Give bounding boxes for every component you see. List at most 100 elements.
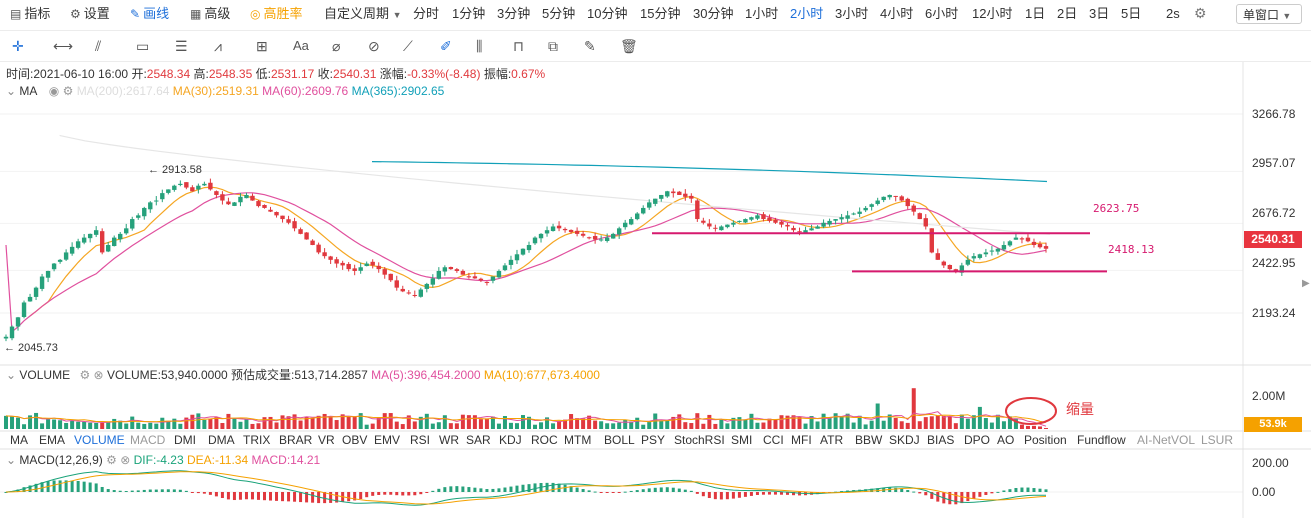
brush-icon[interactable]: ⌀	[332, 38, 341, 54]
rectangle-icon[interactable]: ▭	[136, 38, 150, 54]
volume-bar	[809, 416, 814, 429]
wave-icon[interactable]: ⩘	[214, 38, 222, 54]
winrate-menu[interactable]: ◎ 高胜率	[250, 6, 303, 22]
indicator-tab-boll[interactable]: BOLL	[604, 433, 635, 447]
period-15[interactable]: 3日	[1089, 6, 1110, 21]
macd-bar	[112, 490, 116, 492]
period-3[interactable]: 5分钟	[542, 6, 576, 21]
period-2[interactable]: 3分钟	[497, 6, 531, 21]
period-11[interactable]: 6小时	[925, 6, 959, 21]
indicator-tab-ao[interactable]: AO	[997, 433, 1015, 447]
indicator-tab-fundflow[interactable]: Fundflow	[1077, 433, 1126, 447]
indicator-tab-skdj[interactable]: SKDJ	[889, 433, 920, 447]
period-9[interactable]: 3小时	[835, 6, 869, 21]
period-1[interactable]: 1分钟	[452, 6, 486, 21]
collapse-icon[interactable]: ⌄	[6, 453, 17, 467]
settings-label: 设置	[83, 6, 110, 21]
indicator-tab-bias[interactable]: BIAS	[927, 433, 955, 447]
collapse-icon[interactable]: ⌄	[6, 368, 17, 382]
eye-icon[interactable]: ◉	[48, 84, 60, 98]
lock-icon[interactable]: ⊓	[513, 38, 524, 54]
macd-bar	[455, 486, 459, 492]
indicator-tab-volume[interactable]: VOLUME	[74, 433, 125, 447]
indicator-tab-ma[interactable]: MA	[10, 433, 28, 447]
edit-icon[interactable]: ✎	[584, 38, 596, 54]
period-0[interactable]: 分时	[413, 6, 440, 21]
indicator-menu[interactable]: ▤ 指标	[10, 6, 50, 22]
volume-bar	[713, 423, 718, 429]
period-14[interactable]: 2日	[1057, 6, 1078, 21]
measure-icon[interactable]: ⊞	[256, 38, 268, 54]
macd-bar	[725, 492, 729, 500]
volume-bars	[4, 388, 1048, 429]
draw-menu[interactable]: ✎ 画线	[130, 6, 169, 22]
advanced-menu[interactable]: ▦ 高级	[190, 6, 230, 22]
period-10[interactable]: 4小时	[880, 6, 914, 21]
crosshair-icon[interactable]: ✛	[12, 38, 24, 54]
indicator-tab-roc[interactable]: ROC	[531, 433, 558, 447]
collapse-icon[interactable]: ⌄	[6, 84, 17, 98]
trend-lines-icon[interactable]: ⫽	[95, 38, 102, 54]
indicator-tab-dpo[interactable]: DPO	[964, 433, 991, 447]
candle-body	[99, 231, 105, 253]
gear-icon[interactable]: ⚙	[1194, 5, 1207, 21]
period-16[interactable]: 5日	[1121, 6, 1142, 21]
settings-icon[interactable]: ⚙	[79, 368, 91, 382]
indicator-tab-ema[interactable]: EMA	[39, 433, 66, 447]
refresh-rate[interactable]: 2s	[1166, 6, 1180, 21]
period-4[interactable]: 10分钟	[587, 6, 628, 21]
indicator-tab-macd[interactable]: MACD	[130, 433, 166, 447]
period-5[interactable]: 15分钟	[640, 6, 681, 21]
horizontal-line-icon[interactable]: ⟷	[53, 38, 74, 54]
text-icon[interactable]: Aa	[293, 38, 309, 53]
indicator-tab-brar[interactable]: BRAR	[279, 433, 313, 447]
indicator-tab-rsi[interactable]: RSI	[410, 433, 431, 447]
candle-body	[424, 283, 430, 289]
indicator-icon: ▤	[10, 7, 22, 21]
indicator-tab-stochrsi[interactable]: StochRSI	[674, 433, 725, 447]
settings-icon[interactable]: ⚙	[106, 453, 117, 467]
close-icon[interactable]: ⊗	[120, 453, 131, 467]
window-mode-dropdown[interactable]: 单窗口 ▼	[1236, 4, 1302, 24]
indicator-tab-mfi[interactable]: MFI	[791, 433, 812, 447]
fib-lines-icon[interactable]: ☰	[175, 38, 188, 54]
indicator-tab-mtm[interactable]: MTM	[564, 433, 592, 447]
period-7[interactable]: 1小时	[745, 6, 779, 21]
indicator-tab-dma[interactable]: DMA	[208, 433, 235, 447]
scroll-right-icon[interactable]: ▶	[1302, 278, 1310, 289]
close-icon[interactable]: ⊗	[93, 368, 104, 382]
indicator-tab-trix[interactable]: TRIX	[243, 433, 271, 447]
ruler-icon[interactable]: ⟋	[403, 38, 413, 54]
indicator-tab-atr[interactable]: ATR	[820, 433, 844, 447]
indicator-tab-ai-netvol[interactable]: AI-NetVOL	[1137, 433, 1196, 447]
volume-bar	[617, 422, 622, 429]
custom-period-dropdown[interactable]: 自定义周期 ▼	[324, 6, 402, 23]
period-13[interactable]: 1日	[1025, 6, 1046, 21]
period-8[interactable]: 2小时	[790, 6, 824, 21]
delete-icon[interactable]: 🗑	[620, 38, 638, 54]
indicator-tab-kdj[interactable]: KDJ	[499, 433, 522, 447]
copy-icon[interactable]: ⧉	[548, 38, 558, 54]
indicator-tab-cci[interactable]: CCI	[763, 433, 784, 447]
indicator-tab-smi[interactable]: SMI	[731, 433, 753, 447]
indicator-tab-sar[interactable]: SAR	[466, 433, 491, 447]
indicator-tab-psy[interactable]: PSY	[641, 433, 666, 447]
settings-icon[interactable]: ⚙	[62, 84, 74, 98]
pattern-icon[interactable]: ⫼	[476, 38, 483, 54]
indicator-tab-bbw[interactable]: BBW	[855, 433, 883, 447]
indicator-tab-vr[interactable]: VR	[318, 433, 335, 447]
indicator-tab-lsur[interactable]: LSUR	[1201, 433, 1234, 447]
volume-bar	[412, 421, 417, 429]
period-12[interactable]: 12小时	[972, 6, 1013, 21]
indicator-tab-emv[interactable]: EMV	[374, 433, 401, 447]
eraser-icon[interactable]: ⊘	[368, 38, 380, 54]
indicator-tab-position[interactable]: Position	[1024, 433, 1067, 447]
period-6[interactable]: 30分钟	[693, 6, 734, 21]
candle-body	[478, 278, 484, 281]
pencil-icon[interactable]: ✐	[440, 38, 452, 54]
settings-menu[interactable]: ⚙ 设置	[70, 6, 110, 22]
indicator-tab-dmi[interactable]: DMI	[174, 433, 196, 447]
indicator-tab-wr[interactable]: WR	[439, 433, 459, 447]
indicator-tab-obv[interactable]: OBV	[342, 433, 368, 447]
